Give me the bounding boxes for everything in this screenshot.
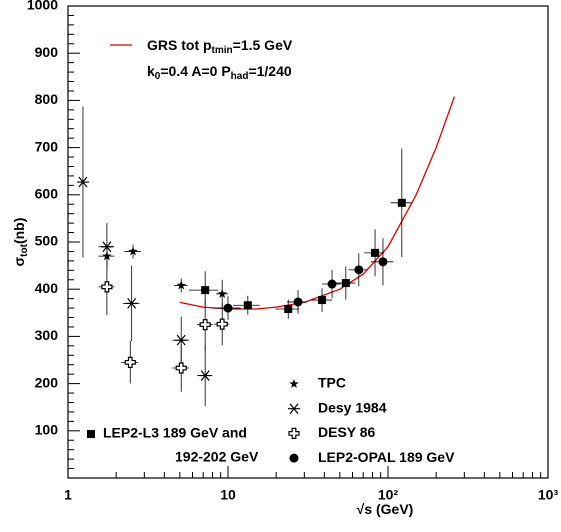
marker (371, 248, 380, 257)
marker (100, 241, 113, 253)
marker (199, 370, 212, 381)
x-tick-label: 1 (64, 487, 72, 503)
legend-label: LEP2-L3 189 GeV and (103, 425, 247, 441)
y-tick-label: 500 (35, 233, 59, 249)
legend-note: k0=0.4 A=0 Phad=1/240 (147, 63, 292, 82)
theory-curve (179, 96, 456, 310)
marker (176, 280, 186, 290)
marker (125, 297, 138, 309)
legend-label: 192-202 GeV (175, 449, 259, 465)
plot-frame (67, 5, 549, 479)
y-axis-label-part: (nb) (11, 218, 27, 244)
y-axis-label-part: σ (11, 256, 27, 266)
marker (216, 318, 228, 330)
legend-swatch (288, 403, 300, 415)
y-tick-label: 400 (35, 280, 59, 296)
marker (341, 279, 350, 288)
legend-swatch (288, 427, 300, 439)
legend-label: TPC (318, 375, 346, 391)
marker (201, 286, 210, 295)
y-axis-label: σtot(nb) (11, 218, 30, 267)
marker (378, 257, 388, 267)
marker (128, 246, 138, 256)
legend-swatch (289, 453, 299, 463)
x-tick-label: 10³ (538, 487, 559, 503)
marker (284, 305, 293, 314)
x-axis-label: √s (GeV) (357, 501, 414, 517)
legend-label-part: =1.5 GeV (233, 37, 293, 53)
y-tick-label: 1000 (27, 0, 58, 13)
y-tick-label: 900 (35, 44, 59, 60)
y-tick-label: 800 (35, 91, 59, 107)
y-tick-label: 300 (35, 327, 59, 343)
legend-label: GRS tot ptmin=1.5 GeV (147, 37, 293, 56)
marker (293, 297, 303, 307)
marker (327, 279, 337, 289)
legend-swatch (87, 430, 95, 438)
legend-note-part: k (147, 63, 155, 79)
marker (223, 303, 233, 313)
marker (199, 319, 211, 331)
y-tick-label: 100 (35, 422, 59, 438)
legend-note-part: =1/240 (248, 63, 291, 79)
legend-label-part: GRS tot p (147, 37, 212, 53)
legend-label: LEP2-OPAL 189 GeV (318, 449, 455, 465)
y-tick-label: 600 (35, 186, 59, 202)
x-tick-label: 10² (378, 487, 399, 503)
marker (354, 265, 364, 275)
x-tick-label: 10 (220, 487, 236, 503)
marker (101, 281, 113, 293)
x-axis-label-part: √s (GeV) (357, 501, 414, 517)
legend-note-part: =0.4 A=0 P (160, 63, 230, 79)
y-tick-label: 200 (35, 374, 59, 390)
legend-label: Desy 1984 (318, 399, 387, 415)
y-tick-label: 700 (35, 138, 59, 154)
legend-note-part: 0 (155, 71, 161, 82)
marker (175, 362, 187, 374)
marker (124, 356, 136, 368)
legend-note-part: had (231, 71, 249, 82)
y-axis-label-part: tot (19, 243, 30, 256)
marker (318, 296, 327, 305)
marker (397, 198, 406, 207)
legend-swatch (289, 379, 299, 388)
marker (76, 176, 89, 188)
marker (175, 334, 188, 346)
legend-label-part: tmin (212, 45, 233, 56)
marker (217, 288, 227, 298)
legend-label: DESY 86 (318, 424, 376, 440)
marker (243, 301, 252, 310)
